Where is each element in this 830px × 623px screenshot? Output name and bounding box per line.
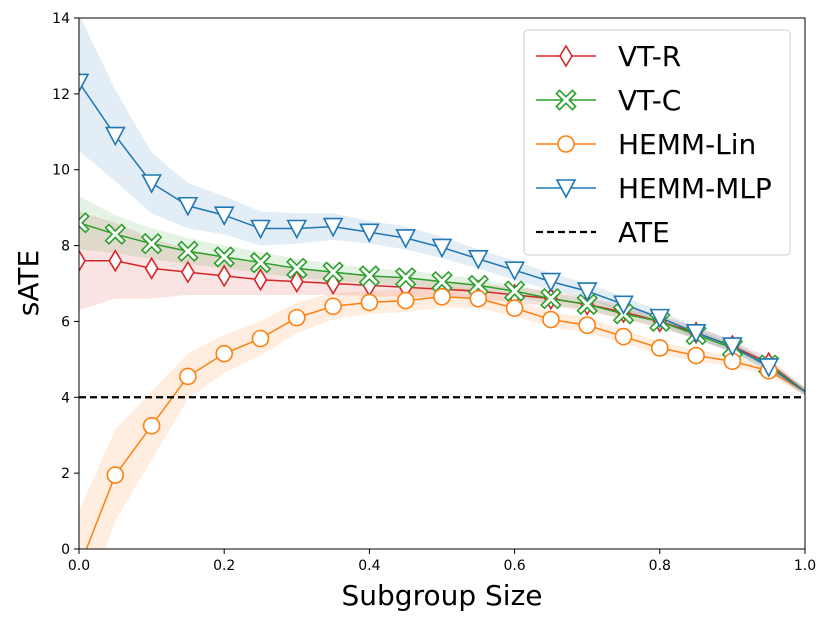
hemm-mlp-marker [177,196,199,217]
vt-c-marker [79,212,90,234]
hemm-mlp-marker [576,282,598,302]
hemm-lin-marker [614,327,633,346]
y-tick-label: 0 [61,542,70,558]
hemm-mlp-marker [722,337,743,357]
y-axis: 0 2 4 6 8 10 12 14 [52,11,79,558]
vt-c-marker [249,251,272,274]
y-tick-label: 2 [61,466,70,482]
hemm-mlp-marker [395,229,417,249]
x-tick-label: 0.6 [503,558,525,574]
legend-label-hemm-lin: HEMM-Lin [618,128,756,161]
hemm-mlp-marker [79,73,90,94]
vt-r-marker [144,256,159,280]
x-tick-label: 0.2 [213,558,235,574]
y-tick-label: 4 [61,390,70,406]
hemm-mlp-marker [649,308,671,329]
y-axis-label: sATE [12,250,45,316]
x-tick-label: 0.4 [358,558,380,574]
vt-r-marker [79,249,86,273]
hemm-lin-band [79,286,805,549]
hemm-lin-marker [578,316,597,335]
hemm-lin-marker [106,466,125,484]
hemm-lin-marker [287,308,306,327]
legend-label-vt-r: VT-R [618,40,681,73]
hemm-mlp-marker [250,219,271,240]
hemm-mlp-marker [104,126,126,147]
hemm-mlp-marker [141,174,162,194]
hemm-mlp-marker [613,295,634,316]
vt-r-marker [253,268,268,292]
hemm-mlp-marker [431,238,453,259]
legend-label-vt-c: VT-C [618,84,681,117]
y-tick-label: 6 [61,314,70,330]
markers-layer [79,73,780,484]
vt-c-marker [576,293,598,316]
x-axis-label: Subgroup Size [342,579,543,612]
hemm-mlp-marker [286,219,308,240]
legend-marker-hemm-lin [557,135,575,153]
vt-c-marker [394,267,417,289]
vt-r-marker [108,249,123,273]
hemm-lin-marker [469,289,488,308]
vt-c-marker [358,265,381,287]
hemm-mlp-marker [540,272,562,293]
hemm-mlp-marker [322,217,344,238]
hemm-mlp-marker [685,324,707,344]
hemm-mlp-marker [758,358,780,378]
hemm-lin-marker [650,339,669,357]
hemm-lin-marker [142,416,161,435]
hemm-mlp-marker [467,250,489,270]
hemm-lin-marker [433,287,451,306]
plot-frame [78,17,806,550]
hemm-lin-marker [542,310,560,329]
legend-marker-hemm-mlp [555,179,577,199]
y-tick-label: 10 [52,163,70,179]
vt-c-marker [140,232,163,255]
y-tick-label: 12 [52,87,70,103]
x-axis: 0.0 0.2 0.4 0.6 0.8 1.0 [68,549,816,574]
hemm-mlp-marker [359,223,380,244]
hemm-lin-marker [505,299,524,317]
legend: VT-R VT-C HEMM-Lin HEMM-MLP ATE [523,29,791,256]
x-tick-label: 1.0 [794,558,816,574]
legend-box [523,29,791,256]
hemm-mlp-marker [213,206,235,226]
legend-marker-vt-r [559,44,573,68]
vt-c-marker [540,287,562,310]
legend-marker-vt-c [555,89,577,111]
vt-r-marker [217,264,232,288]
vt-r-marker [289,270,304,294]
x-tick-label: 0.0 [68,558,90,574]
hemm-lin-marker [324,297,342,316]
hemm-lin-marker [360,293,379,312]
vt-c-marker [286,257,308,280]
hemm-lin-marker [179,367,197,386]
vt-c-marker [213,246,235,268]
legend-label-hemm-mlp: HEMM-MLP [618,172,772,205]
x-tick-label: 0.8 [649,558,671,574]
vt-c-marker [322,261,344,283]
vt-r-marker [180,260,195,284]
vt-c-marker [104,223,127,245]
hemm-mlp-marker [504,261,525,281]
hemm-lin-marker [251,329,270,348]
y-tick-label: 8 [61,239,70,255]
vt-c-marker [503,280,526,302]
vt-c-marker [177,240,199,262]
hemm-lin-marker [396,291,415,310]
y-tick-label: 14 [52,11,70,27]
hemm-lin-marker [687,346,705,365]
hemm-lin-marker [215,344,233,363]
legend-label-ate: ATE [618,216,670,249]
